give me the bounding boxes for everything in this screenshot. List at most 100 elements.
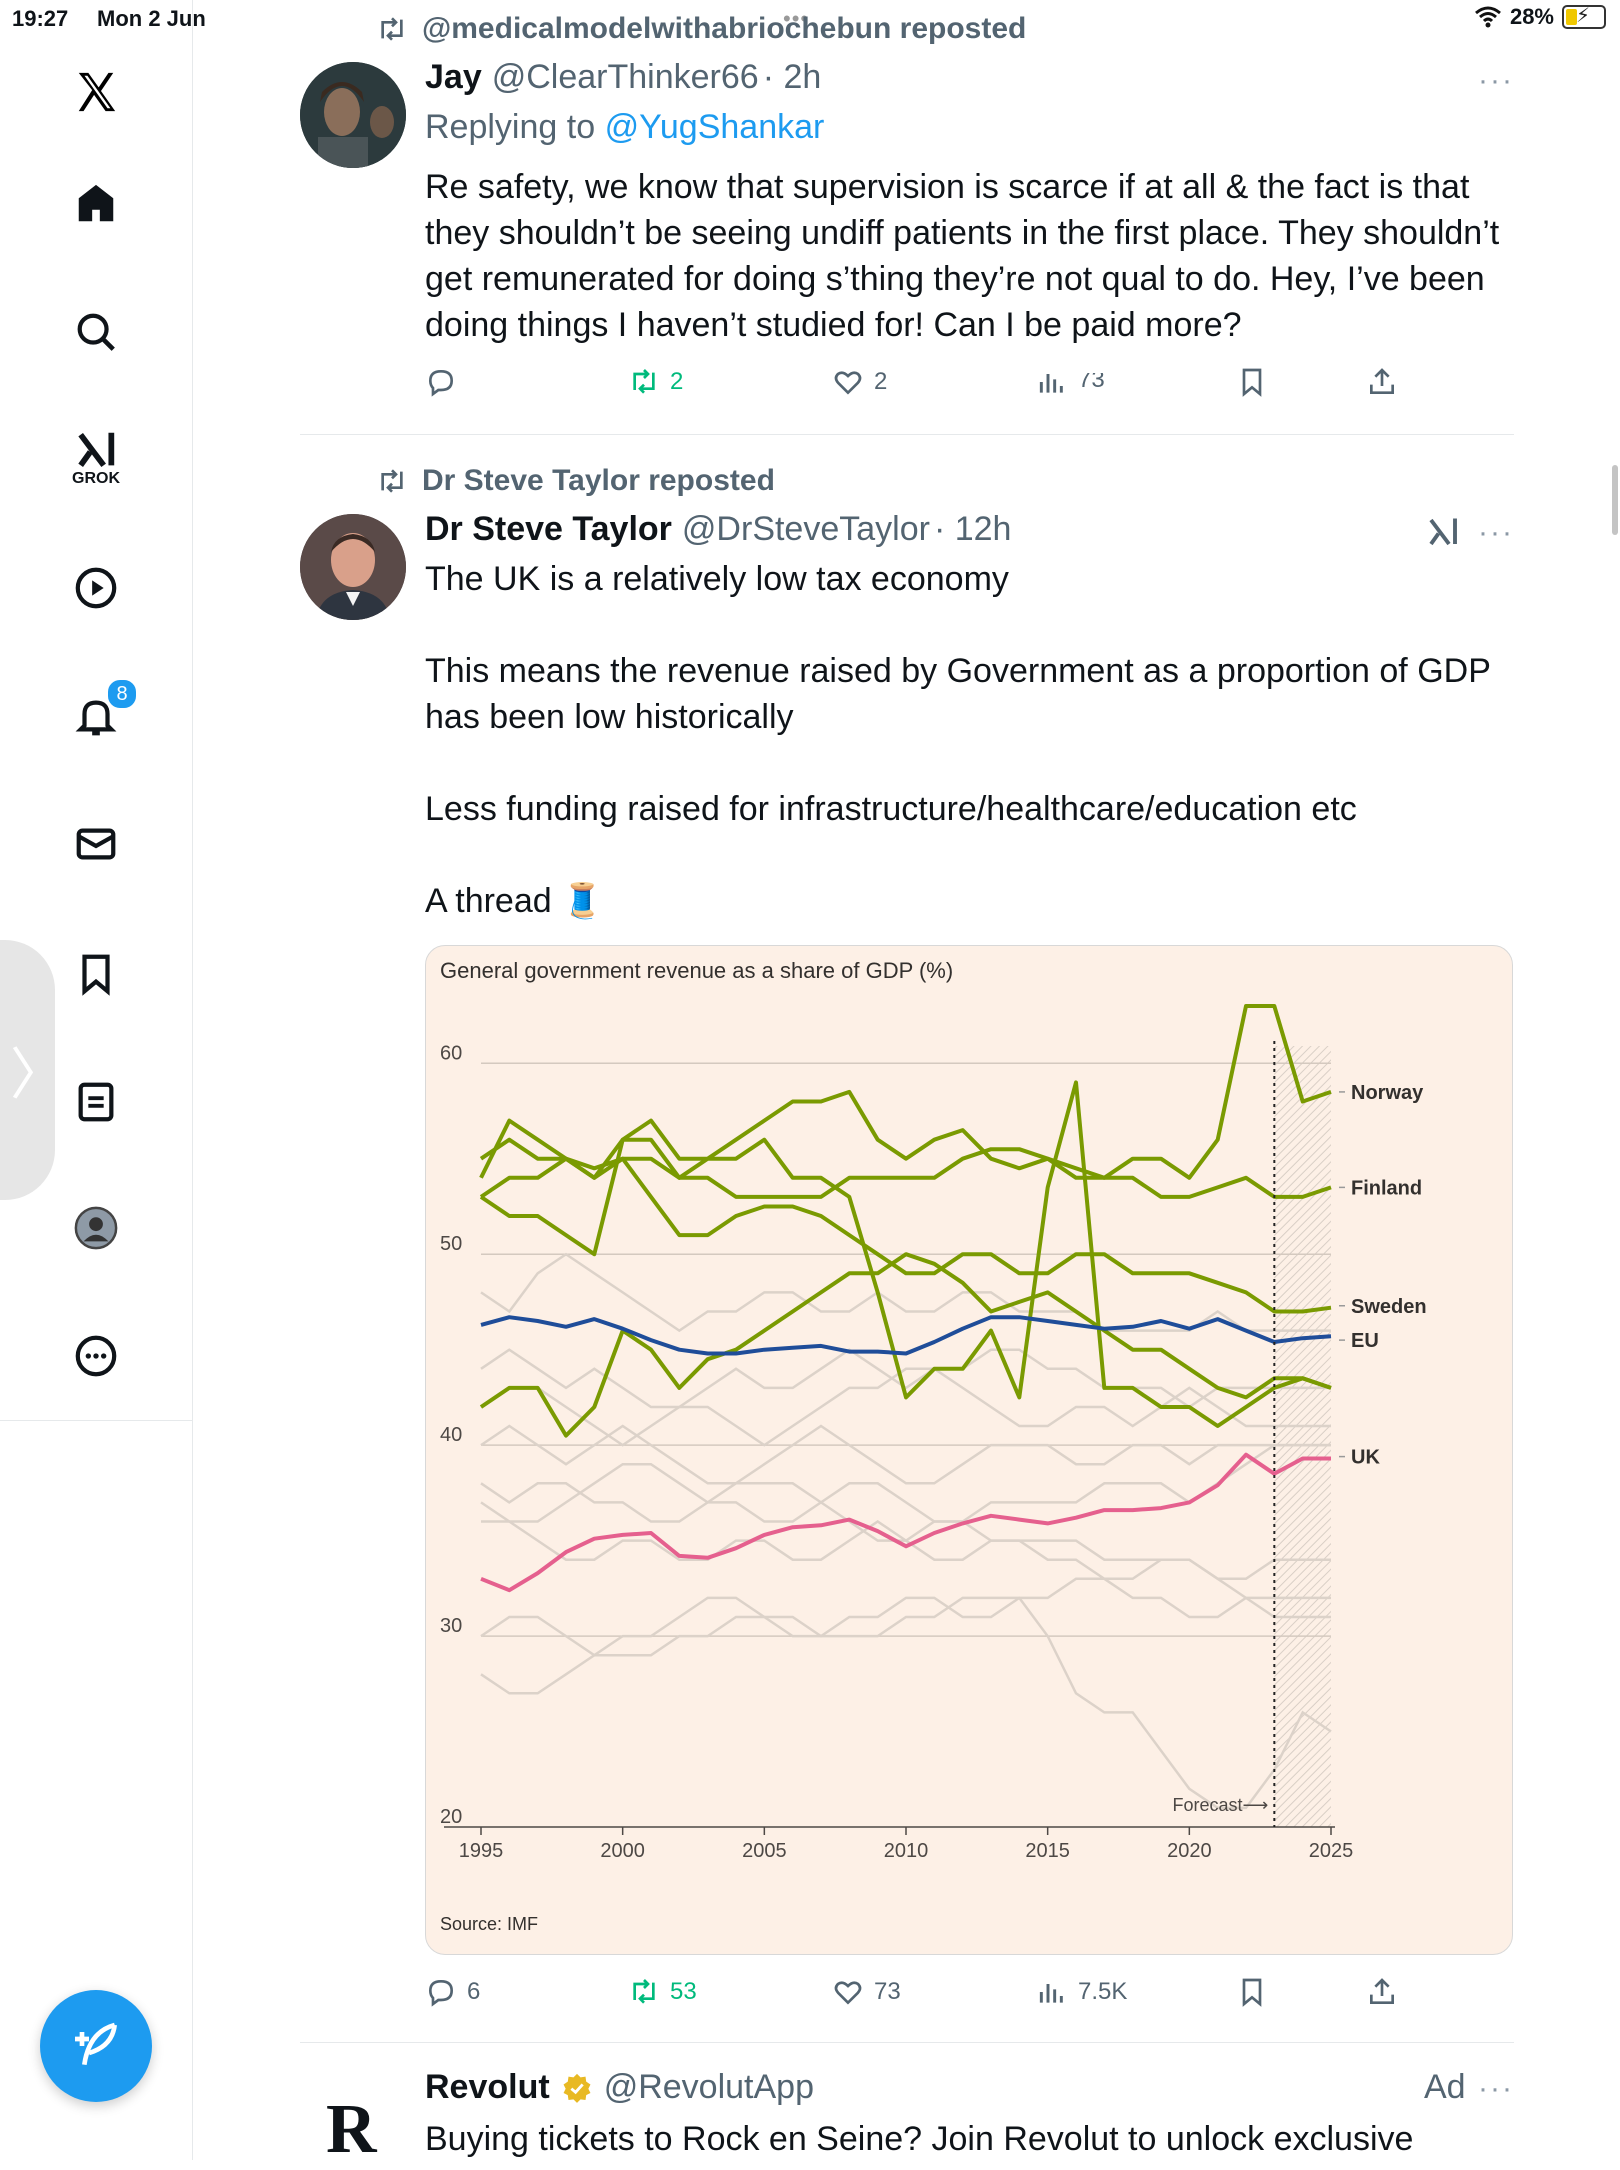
status-right: 28% ⚡ <box>1474 4 1606 30</box>
list-icon[interactable] <box>48 1054 144 1150</box>
series-line <box>479 1004 1332 1180</box>
bookmark-icon <box>1242 1978 1262 2007</box>
tweet-text: Re safety, we know that supervision is s… <box>425 168 1500 344</box>
series-line <box>480 1315 1332 1356</box>
battery-percent: 28% <box>1509 4 1554 29</box>
background-series-line <box>480 1577 1331 1657</box>
heart-icon <box>834 1981 862 2005</box>
views-button[interactable]: 7.5K <box>1036 1976 1127 2008</box>
x-tick-label: 2015 <box>1025 1840 1070 1862</box>
share-icon <box>1370 1978 1394 2004</box>
reply-context: Replying to @YugShankar <box>425 108 824 147</box>
like-count: 2 <box>874 368 888 395</box>
chart-source: Source: IMF <box>440 1914 539 1934</box>
tweet-line: A thread 🧵 <box>425 882 604 920</box>
display-name[interactable]: Dr Steve Taylor <box>425 510 672 548</box>
reply-count: 6 <box>467 1978 481 2005</box>
avatar[interactable] <box>300 62 406 168</box>
multitask-dots[interactable]: ••• <box>783 6 810 31</box>
repost-by[interactable]: @medicalmodelwithabriochebun reposted <box>422 12 1027 45</box>
tweet-header: Revolut @RevolutApp <box>425 2068 814 2107</box>
chart-image[interactable]: General government revenue as a share of… <box>425 945 1513 1955</box>
display-name[interactable]: Revolut <box>425 2068 550 2106</box>
status-time: 19:27 <box>12 6 69 31</box>
repost-indicator: @medicalmodelwithabriochebun reposted <box>376 12 1026 46</box>
tweet-divider <box>300 434 1514 435</box>
series-label: UK <box>1351 1447 1380 1469</box>
handle[interactable]: @ClearThinker66 <box>491 58 759 96</box>
repost-icon <box>633 369 655 394</box>
series-line <box>479 1080 1332 1428</box>
avatar-photo-icon <box>300 62 406 168</box>
search-icon[interactable] <box>48 284 144 380</box>
y-tick-label: 60 <box>440 1042 462 1064</box>
bookmark-button[interactable] <box>1236 1976 1268 2008</box>
mail-icon[interactable] <box>48 796 144 892</box>
grok-label: GROK <box>72 470 120 487</box>
more-icon[interactable]: ··· <box>1478 2072 1514 2105</box>
series-line <box>479 1137 1332 1199</box>
y-tick-label: 40 <box>440 1424 462 1446</box>
revolut-logo-icon[interactable]: R <box>326 2091 377 2168</box>
repost-indicator: Dr Steve Taylor reposted <box>376 464 775 498</box>
share-button[interactable] <box>1366 366 1398 398</box>
x-tick-label: 2020 <box>1167 1840 1212 1862</box>
avatar-photo-icon <box>300 514 406 620</box>
more-icon[interactable]: ··· <box>1478 64 1514 97</box>
repost-button[interactable]: 2 <box>628 366 683 398</box>
x-tick-label: 2005 <box>742 1840 787 1862</box>
share-button[interactable] <box>1366 1976 1398 2008</box>
verified-badge-icon <box>563 2073 591 2103</box>
reply-to-link[interactable]: @YugShankar <box>604 108 825 146</box>
bell-icon[interactable]: 8 <box>48 668 144 764</box>
sidebar-divider <box>0 1420 192 1421</box>
avatar[interactable] <box>300 514 406 620</box>
repost-button[interactable]: 53 <box>628 1976 697 2008</box>
reply-button[interactable] <box>425 366 467 398</box>
reply-icon <box>428 1979 454 2007</box>
like-button[interactable]: 2 <box>832 366 887 398</box>
chart-plot: 20 30 40 50 60 1995 2000 2005 2010 2015 2020 2025 Fo… <box>440 1004 1427 1862</box>
grok-analyze-icon[interactable] <box>1424 514 1462 555</box>
x-tick-label: 1995 <box>459 1840 504 1862</box>
repost-icon <box>633 1979 655 2004</box>
x-tick-label: 2010 <box>884 1840 929 1862</box>
like-button[interactable]: 73 <box>832 1976 901 2008</box>
handle[interactable]: @RevolutApp <box>603 2068 814 2106</box>
timestamp[interactable]: · 12h <box>933 510 1012 548</box>
compose-button[interactable] <box>40 1990 152 2102</box>
background-series-line <box>480 1367 1331 1447</box>
series-label: Sweden <box>1351 1296 1427 1318</box>
series-line <box>480 1452 1331 1593</box>
avatar-icon[interactable] <box>48 1180 144 1276</box>
series-label: Finland <box>1351 1177 1422 1199</box>
scrollbar[interactable] <box>1612 465 1618 535</box>
y-tick-label: 20 <box>440 1806 462 1828</box>
grok-icon[interactable]: GROK <box>48 410 144 506</box>
background-series-line <box>480 1596 1332 1810</box>
notifications-badge: 8 <box>106 678 138 710</box>
play-icon[interactable] <box>48 540 144 636</box>
reply-button[interactable]: 6 <box>425 1976 480 2008</box>
background-series-line <box>480 1252 1331 1333</box>
timestamp[interactable]: · 2h <box>762 58 822 96</box>
handle[interactable]: @DrSteveTaylor <box>681 510 930 548</box>
views-button[interactable]: 73 <box>1036 366 1105 398</box>
battery-icon: ⚡ <box>1562 5 1606 29</box>
tweet-text: Buying tickets to Rock en Seine? Join Re… <box>425 2120 1414 2158</box>
repost-icon <box>381 469 403 493</box>
repost-by[interactable]: Dr Steve Taylor reposted <box>422 464 775 497</box>
tweet-text: The UK is a relatively low tax economy T… <box>425 556 1515 924</box>
series-line <box>479 1156 1332 1314</box>
more-icon[interactable]: ··· <box>1478 516 1514 549</box>
x-logo-icon[interactable] <box>48 44 144 140</box>
bookmark-icon[interactable] <box>48 926 144 1022</box>
more-circle-icon[interactable] <box>48 1308 144 1404</box>
bookmark-button[interactable] <box>1236 366 1268 398</box>
y-tick-label: 50 <box>440 1233 462 1255</box>
display-name[interactable]: Jay <box>425 58 482 96</box>
side-panel-handle[interactable]: 〉 <box>0 940 66 1200</box>
home-icon[interactable] <box>48 156 144 252</box>
background-series-line <box>480 1462 1331 1619</box>
views-icon <box>1039 1984 1063 2003</box>
